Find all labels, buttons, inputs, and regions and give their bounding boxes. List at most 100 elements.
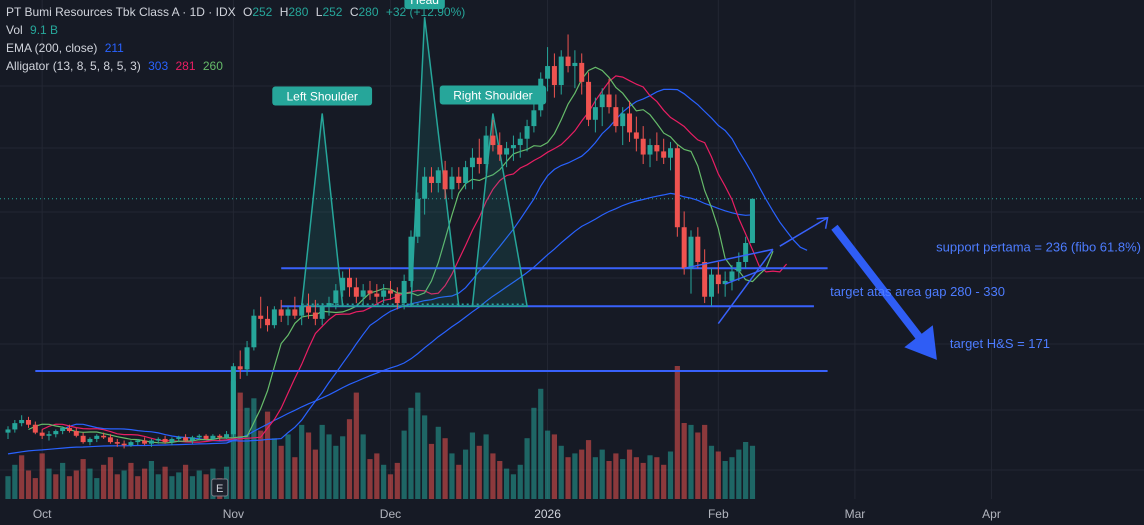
volume-bar — [264, 411, 271, 499]
alligator-label: Alligator (13, 8, 5, 8, 5, 3) — [6, 59, 141, 73]
candle-body — [12, 423, 18, 430]
candle-body — [196, 435, 202, 438]
volume-bar — [551, 434, 557, 499]
volume-bar — [408, 407, 414, 499]
volume-bar — [19, 455, 25, 499]
vol-value: 9.1 B — [30, 23, 59, 37]
alligator-teeth-value: 281 — [175, 59, 196, 73]
volume-bar — [633, 457, 639, 499]
volume-bar — [394, 462, 400, 499]
candle-body — [66, 427, 72, 432]
candle-body — [285, 309, 291, 316]
right-shoulder-label-bg — [439, 85, 547, 105]
vol-label: Vol — [6, 23, 23, 37]
candle-body — [148, 440, 154, 444]
right-shoulder-label: Right Shoulder — [453, 88, 532, 102]
volume-bar — [374, 453, 380, 499]
volume-bar — [654, 457, 660, 499]
open-label: O — [242, 5, 253, 19]
alligator-info[interactable]: Alligator (13, 8, 5, 8, 5, 3) 303 281 26… — [6, 59, 223, 73]
candle-body — [401, 280, 407, 304]
candle-body — [524, 126, 530, 139]
candle-body — [483, 135, 489, 165]
volume-bars — [5, 366, 756, 499]
candle-body — [230, 366, 236, 435]
left-shoulder-label-bg — [272, 86, 373, 106]
candle-body — [94, 435, 100, 439]
candle-body — [490, 135, 496, 146]
volume-bar — [497, 461, 503, 499]
volume-bar — [647, 455, 653, 499]
candle-body — [531, 110, 537, 127]
volume-bar — [340, 436, 346, 499]
candle-body — [128, 442, 134, 446]
candle-body — [702, 261, 708, 297]
volume-bar — [517, 464, 523, 499]
volume-bar — [12, 464, 18, 499]
volume-bar — [367, 459, 373, 499]
time-axis-label: Apr — [982, 507, 1001, 521]
volume-bar — [148, 461, 155, 499]
volume-bar — [449, 453, 455, 499]
volume-bar — [715, 451, 721, 499]
volume-bar — [73, 470, 79, 499]
volume-bar — [661, 464, 667, 499]
candle-body — [599, 94, 605, 108]
ema-label: EMA (200, close) — [6, 41, 98, 55]
volume-bar — [599, 449, 605, 499]
volume-info[interactable]: Vol 9.1 B — [6, 23, 58, 37]
volume-bar — [401, 430, 407, 499]
high-value: 280 — [288, 5, 309, 19]
ema-info[interactable]: EMA (200, close) 211 — [6, 41, 124, 55]
candle-body — [353, 287, 359, 297]
candle-body — [5, 429, 11, 433]
event-marker-icon — [211, 478, 229, 497]
volume-bar — [483, 434, 489, 499]
time-axis-label: 2026 — [534, 507, 561, 521]
volume-bar — [558, 445, 564, 499]
candle-body — [695, 236, 701, 262]
volume-bar — [25, 470, 32, 499]
candle-body — [306, 306, 312, 313]
candle-body — [333, 290, 339, 304]
volume-bar — [435, 426, 441, 499]
candle-body — [60, 427, 66, 432]
candles — [5, 34, 755, 449]
target-down-arrow — [831, 224, 937, 360]
candle-body — [510, 145, 516, 149]
candle-body — [183, 437, 189, 441]
candle-body — [435, 170, 441, 183]
volume-bar — [620, 459, 626, 499]
volume-bar — [667, 451, 674, 499]
volume-bar — [326, 434, 332, 499]
volume-bar — [203, 474, 209, 499]
volume-bar — [490, 453, 496, 499]
volume-bar — [53, 474, 59, 499]
candle-body — [551, 66, 557, 86]
triangle-inner-line — [724, 267, 767, 285]
volume-bar — [346, 419, 353, 499]
candle-body — [579, 62, 585, 82]
candle-body — [39, 432, 45, 436]
candle-body — [681, 227, 687, 269]
candle-body — [237, 366, 243, 370]
time-axis-label: Nov — [223, 507, 244, 521]
volume-bar — [60, 462, 66, 499]
candle-body — [558, 56, 564, 86]
candle-body — [46, 434, 52, 436]
candle-body — [326, 303, 332, 307]
symmetrical-triangle — [684, 248, 774, 325]
event-marker-letter: E — [216, 483, 223, 495]
volume-bar — [387, 474, 394, 499]
volume-bar — [524, 438, 530, 499]
candle-body — [463, 167, 469, 183]
candle-body — [114, 442, 120, 444]
volume-bar — [66, 476, 73, 499]
candle-body — [53, 431, 59, 435]
volume-bar — [688, 424, 694, 499]
support-level-label: support pertama = 236 (fibo 61.8%) — [936, 239, 1141, 254]
volume-bar — [278, 445, 284, 499]
volume-bar — [585, 440, 592, 499]
